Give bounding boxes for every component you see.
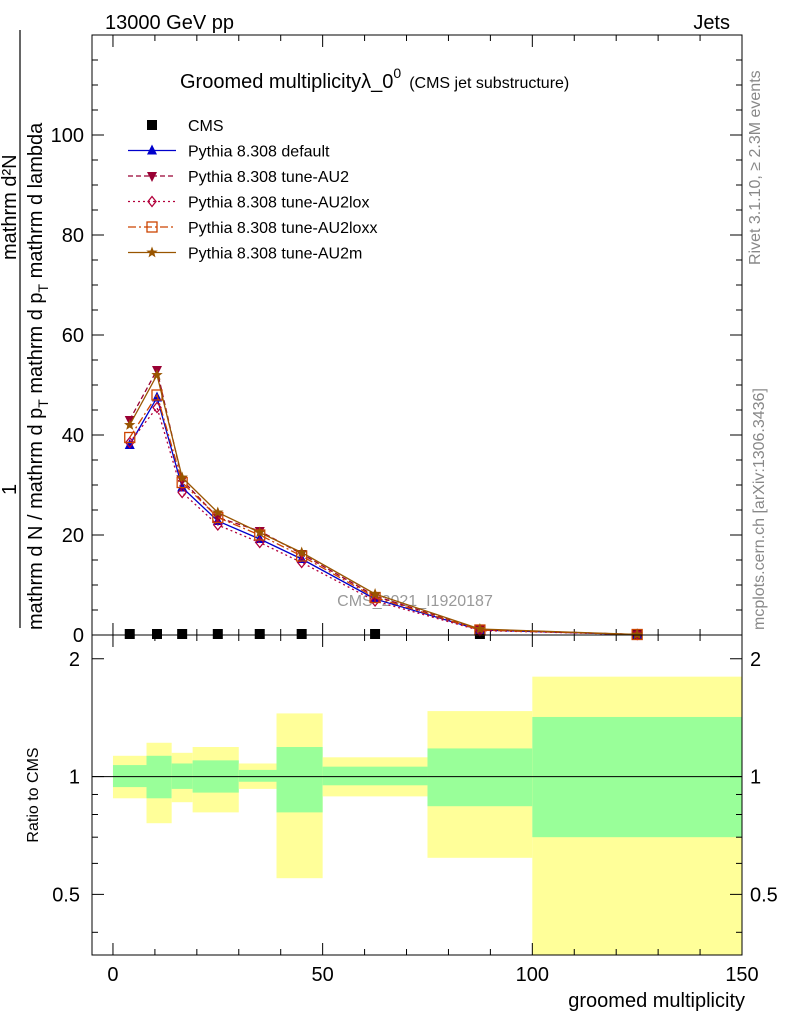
xlabel: groomed multiplicity	[568, 990, 745, 1012]
ratio-ytick-label: 0.5	[52, 884, 80, 906]
ylabel-den-e: mathrm d lambda	[25, 122, 47, 284]
series-point-3	[177, 486, 187, 499]
ratio-band-inner	[238, 769, 277, 782]
series-point-5	[369, 588, 381, 599]
series-point-0	[254, 629, 265, 639]
ratio-ytick-label: 1	[69, 767, 80, 789]
series-point-3	[254, 536, 265, 549]
main-ytick-label: 40	[62, 425, 84, 447]
ratio-xtick-label: 150	[725, 964, 758, 986]
chart-title-main: Groomed multiplicityλ_0	[180, 71, 393, 93]
legend-item-4: Pythia 8.308 tune-AU2loxx	[128, 220, 377, 237]
legend-item-5: Pythia 8.308 tune-AU2m	[128, 246, 362, 263]
rivet-version-label: Rivet 3.1.10, ≥ 2.3M events	[747, 70, 764, 265]
ratio-ytick-label-right: 2	[750, 649, 761, 671]
legend-item-3: Pythia 8.308 tune-AU2lox	[128, 195, 369, 212]
legend-item-0: CMS	[147, 118, 224, 135]
series-point-5	[151, 369, 163, 380]
legend-marker	[147, 172, 157, 182]
series-point-3	[152, 401, 162, 414]
main-ytick-label: 60	[62, 325, 84, 347]
ratio-ytick-label: 2	[69, 649, 80, 671]
chart-title: Groomed multiplicityλ_00 (CMS jet substru…	[180, 65, 569, 93]
ylabel-denominator: mathrm d N / mathrm d pT mathrm d pT mat…	[25, 122, 51, 630]
series-5	[124, 369, 643, 640]
main-ytick-label: 20	[62, 525, 84, 547]
ratio-band-inner	[427, 748, 533, 807]
main-ytick-label: 100	[51, 125, 84, 147]
ratio-ytick-label-right: 1	[750, 767, 761, 789]
ratio-axis-ticks: 0.5 0.5 1 1 2 2 0 50 100 150	[52, 635, 778, 986]
ylabel-numerator: mathrm d²N	[0, 154, 21, 260]
ratio-bands	[112, 676, 742, 955]
ratio-band-inner	[276, 747, 323, 813]
ylabel-one: 1	[0, 484, 21, 495]
series-point-5	[631, 628, 643, 640]
legend-label: Pythia 8.308 tune-AU2loxx	[188, 220, 377, 237]
series-1	[124, 391, 643, 639]
mcplots-label: mcplots.cern.ch [arXiv:1306.3436]	[751, 388, 768, 630]
process-label: Jets	[693, 12, 730, 34]
series-point-5	[254, 526, 266, 538]
series-point-4	[124, 431, 136, 444]
ratio-xtick-label: 100	[516, 964, 549, 986]
legend-item-1: Pythia 8.308 default	[128, 144, 330, 161]
legend-item-2: Pythia 8.308 tune-AU2	[128, 169, 349, 186]
ylabel-den-c: mathrm d p	[25, 292, 47, 399]
series-point-5	[176, 471, 188, 483]
ratio-xtick-label: 50	[312, 964, 334, 986]
legend-marker	[147, 195, 157, 208]
main-series-layer	[124, 366, 643, 641]
ratio-xtick-label: 0	[107, 964, 118, 986]
main-axis-ticks: 0 20 40 60 80 100	[51, 35, 743, 647]
legend-marker	[146, 221, 158, 233]
ratio-band-inner	[532, 716, 742, 838]
legend-label: Pythia 8.308 tune-AU2lox	[188, 195, 369, 212]
series-point-0	[296, 629, 307, 639]
legend-label: CMS	[188, 118, 224, 135]
ratio-band-inner	[322, 766, 428, 786]
series-0	[124, 629, 643, 639]
series-point-5	[124, 419, 136, 430]
legend-label: Pythia 8.308 tune-AU2m	[188, 246, 362, 263]
series-point-3	[212, 518, 223, 532]
series-point-0	[124, 629, 135, 639]
legend: CMS Pythia 8.308 default Pythia 8.308 tune…	[128, 118, 377, 263]
series-line-3	[129, 406, 638, 636]
series-point-5	[296, 546, 308, 558]
series-point-0	[152, 629, 162, 639]
legend-marker	[146, 246, 158, 258]
ylabel-den-b: T	[35, 399, 51, 408]
series-point-5	[474, 623, 486, 634]
ratio-plot-panel: 0.5 0.5 1 1 2 2 0 50 100 150	[52, 634, 778, 986]
legend-label: Pythia 8.308 tune-AU2	[188, 169, 349, 186]
energy-label: 13000 GeV pp	[105, 12, 234, 34]
main-ylabel: mathrm d N / mathrm d pT mathrm d pT mat…	[0, 30, 51, 630]
main-ytick-label: 80	[62, 225, 84, 247]
legend-marker	[147, 120, 157, 130]
chart-title-sup: 0	[393, 65, 401, 81]
ratio-plot-frame	[91, 634, 743, 956]
ylabel-den-a: mathrm d N / mathrm d p	[25, 408, 47, 630]
series-point-0	[212, 629, 223, 639]
legend-marker	[147, 144, 157, 155]
legend-label: Pythia 8.308 default	[188, 144, 330, 161]
series-point-3	[124, 436, 135, 449]
main-ytick-label: 0	[73, 625, 84, 647]
series-point-0	[370, 629, 381, 639]
ylabel-den-d: T	[35, 283, 51, 292]
series-point-5	[212, 506, 224, 518]
ratio-ytick-label-right: 0.5	[750, 884, 778, 906]
chart-subtitle: (CMS jet substructure)	[409, 75, 569, 92]
series-point-0	[177, 629, 188, 639]
series-point-1	[124, 439, 135, 449]
ratio-ylabel: Ratio to CMS	[25, 747, 42, 842]
series-point-3	[370, 594, 380, 608]
